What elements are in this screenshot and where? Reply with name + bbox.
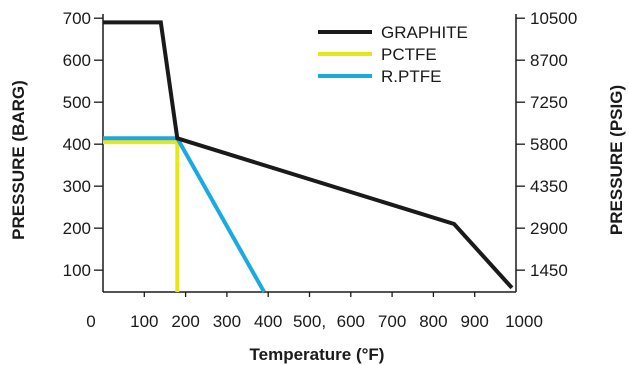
x-tick-label: 400: [254, 312, 282, 331]
y-tick-label-right: 1450: [530, 261, 568, 280]
y-tick-label-left: 700: [63, 9, 91, 28]
y-tick-label-right: 10500: [530, 9, 577, 28]
y-tick-label-right: 4350: [530, 177, 568, 196]
x-tick-label: 600: [337, 312, 365, 331]
x-tick-label: 900: [461, 312, 489, 331]
x-tick-label: 500,: [293, 312, 326, 331]
y-tick-label-right: 8700: [530, 51, 568, 70]
y-axis-title-left: PRESSURE (BARG): [9, 80, 28, 240]
x-tick-label: 800: [419, 312, 447, 331]
legend-label: GRAPHITE: [381, 23, 468, 42]
x-axis-title: Temperature (°F): [250, 345, 385, 364]
x-tick-label: 300: [213, 312, 241, 331]
y-tick-label-left: 100: [63, 261, 91, 280]
tick-labels: 0 100 200 300 400 500, 600 700 800 900 1000 100 200 3…: [63, 9, 578, 331]
y-tick-label-left: 200: [63, 219, 91, 238]
legend: GRAPHITE PCTFE R.PTFE: [318, 23, 468, 86]
x-tick-label: 200: [171, 312, 199, 331]
y-tick-label-left: 600: [63, 51, 91, 70]
y-tick-label-right: 2900: [530, 219, 568, 238]
series-line-pctfe: [103, 140, 180, 292]
x-tick-label: 1000: [505, 312, 543, 331]
y-axis-title-right: PRESSURE (PSIG): [607, 85, 626, 235]
series-lines: [103, 20, 514, 293]
legend-label: R.PTFE: [381, 67, 441, 86]
x-tick-label: 700: [378, 312, 406, 331]
y-tick-label-left: 300: [63, 177, 91, 196]
y-tick-label-left: 500: [63, 93, 91, 112]
y-tick-label-left: 400: [63, 135, 91, 154]
series-line-graphite: [103, 20, 514, 290]
axes: [94, 14, 525, 297]
y-tick-label-right: 5800: [530, 135, 568, 154]
series-line-r-ptfe: [103, 136, 266, 293]
x-tick-label: 0: [86, 312, 95, 331]
y-tick-label-right: 7250: [530, 93, 568, 112]
x-tick-label: 100: [130, 312, 158, 331]
legend-label: PCTFE: [381, 45, 437, 64]
